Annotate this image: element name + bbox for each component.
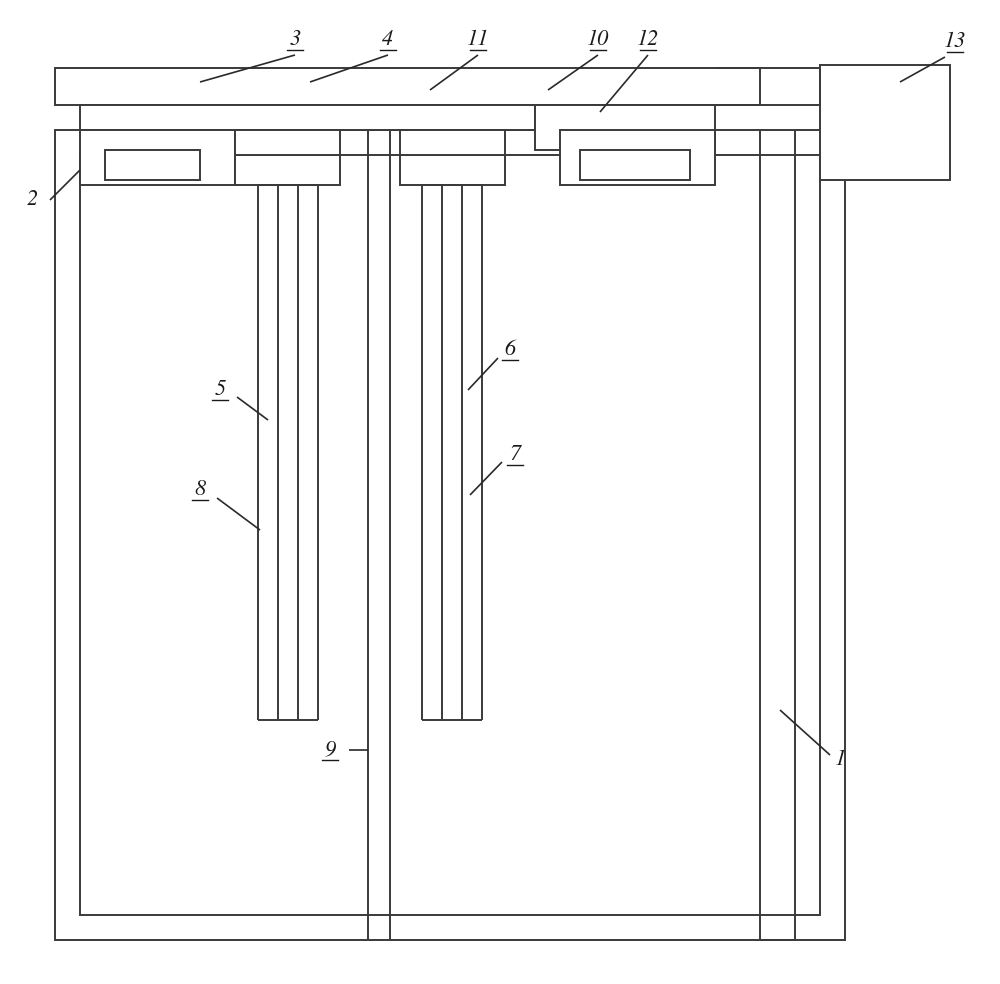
- Text: 2: 2: [26, 190, 38, 211]
- Text: 6: 6: [504, 339, 516, 360]
- Text: 11: 11: [467, 30, 489, 50]
- Text: 13: 13: [944, 31, 966, 52]
- Bar: [400, 155, 505, 185]
- Text: 7: 7: [509, 445, 521, 465]
- Text: 8: 8: [194, 479, 206, 501]
- Text: 9: 9: [324, 740, 336, 761]
- Text: 1: 1: [834, 750, 846, 770]
- Text: 4: 4: [382, 30, 394, 50]
- Bar: [820, 65, 950, 180]
- Bar: [235, 155, 340, 185]
- Bar: [535, 105, 715, 150]
- Text: 10: 10: [587, 30, 609, 50]
- Text: 3: 3: [289, 30, 301, 50]
- Text: 5: 5: [214, 380, 226, 400]
- Bar: [580, 150, 690, 180]
- Bar: [55, 130, 845, 940]
- Bar: [105, 150, 200, 180]
- Bar: [560, 130, 715, 185]
- Bar: [80, 130, 235, 185]
- Bar: [80, 155, 820, 915]
- Bar: [400, 130, 505, 155]
- Bar: [80, 105, 535, 130]
- Text: 12: 12: [637, 30, 659, 50]
- Bar: [55, 68, 760, 105]
- Bar: [235, 130, 340, 155]
